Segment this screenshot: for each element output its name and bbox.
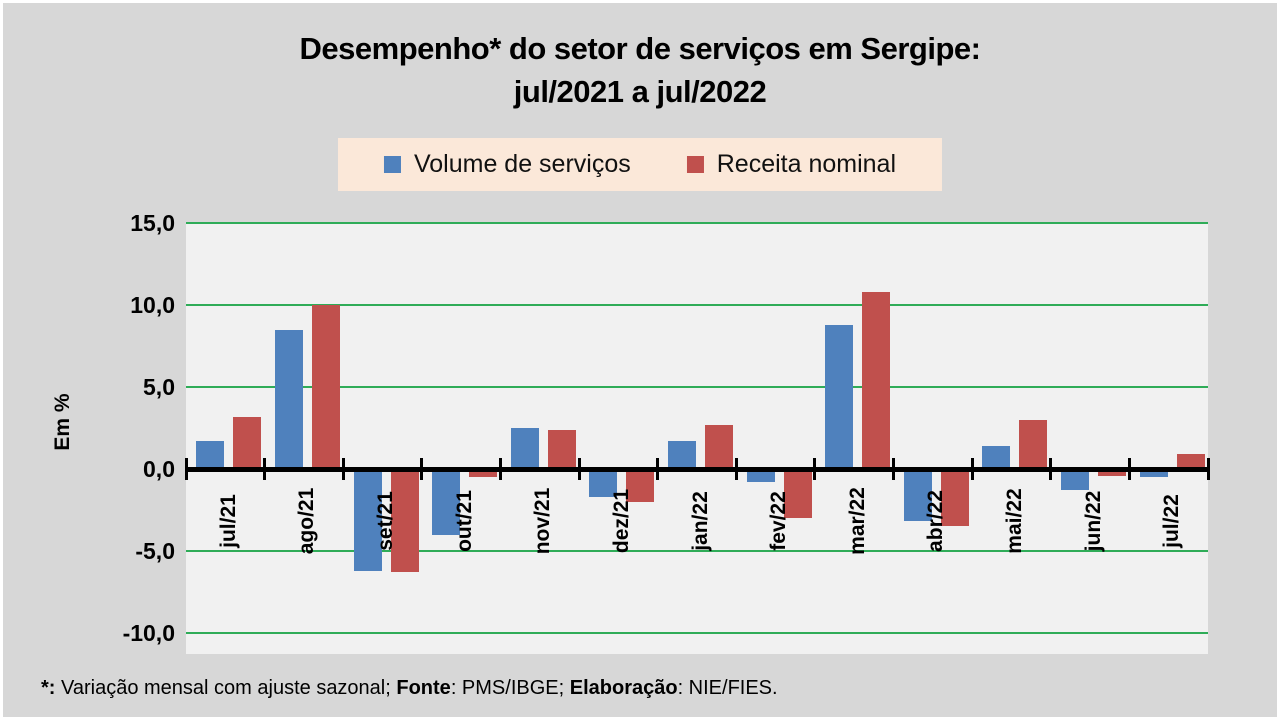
chart-title: Desempenho* do setor de serviços em Serg… xyxy=(3,27,1277,113)
bar-Receita nominal-nov/21 xyxy=(547,429,576,469)
legend-item-receita: Receita nominal xyxy=(686,150,897,179)
gridline-15,0 xyxy=(186,222,1208,224)
y-tick-label-10,0: 10,0 xyxy=(130,292,175,318)
footnote-fonte-label: Fonte xyxy=(396,677,451,699)
bar-Volume de serviços-jul/22 xyxy=(1139,469,1168,478)
legend-label-volume: Volume de serviços xyxy=(413,150,631,178)
x-axis-tick xyxy=(341,458,345,480)
x-axis-tick xyxy=(498,458,502,480)
legend-swatch-red-icon xyxy=(686,156,704,173)
category-label-abr/22: abr/22 xyxy=(924,490,948,552)
y-tick-label-5,0: 5,0 xyxy=(143,374,175,400)
bar-Volume de serviços-fev/22 xyxy=(746,469,775,483)
bar-Receita nominal-jan/22 xyxy=(705,424,733,469)
x-axis-tick xyxy=(420,458,424,480)
category-label-nov/21: nov/21 xyxy=(531,487,555,555)
bar-Receita nominal-out/21 xyxy=(469,469,498,478)
x-axis-tick xyxy=(263,458,267,480)
category-label-dez/21: dez/21 xyxy=(609,488,633,554)
bar-Receita nominal-mar/22 xyxy=(862,291,891,469)
gridline--5,0 xyxy=(186,550,1208,552)
x-axis-tick xyxy=(577,458,581,480)
bar-Receita nominal-abr/22 xyxy=(940,469,969,527)
y-tick-label-15,0: 15,0 xyxy=(130,210,175,236)
gridline-10,0 xyxy=(186,304,1208,306)
x-axis-tick xyxy=(892,458,896,480)
footnote: *: Variação mensal com ajuste sazonal; F… xyxy=(41,677,778,700)
bar-Receita nominal-fev/22 xyxy=(783,469,812,519)
x-axis-tick xyxy=(184,458,188,480)
category-label-mai/22: mai/22 xyxy=(1002,488,1026,554)
bar-Receita nominal-ago/21 xyxy=(311,305,340,469)
legend-label-receita: Receita nominal xyxy=(716,150,897,178)
x-axis-tick xyxy=(1049,458,1053,480)
footnote-text-2: : PMS/IBGE; xyxy=(450,677,570,699)
footnote-text-3: : NIE/FIES. xyxy=(677,677,778,699)
chart-title-line1: Desempenho* do setor de serviços em Serg… xyxy=(299,31,981,66)
footnote-asterisk: *: xyxy=(41,677,56,699)
bar-Volume de serviços-jan/22 xyxy=(668,441,696,469)
bar-Receita nominal-jul/21 xyxy=(233,416,262,469)
bar-Volume de serviços-set/21 xyxy=(353,469,382,571)
bar-Volume de serviços-nov/21 xyxy=(510,428,539,469)
chart-title-line2: jul/2021 a jul/2022 xyxy=(513,74,767,109)
bar-Receita nominal-mai/22 xyxy=(1019,419,1048,469)
bar-Volume de serviços-dez/21 xyxy=(589,469,618,497)
category-label-fev/22: fev/22 xyxy=(767,491,791,551)
category-label-out/21: out/21 xyxy=(452,490,476,552)
x-axis-tick xyxy=(813,458,817,480)
y-tick-label-0,0: 0,0 xyxy=(143,456,175,482)
footnote-elaboracao-label: Elaboração xyxy=(569,677,678,699)
bar-Volume de serviços-mai/22 xyxy=(982,446,1011,469)
x-axis-tick xyxy=(1127,458,1131,480)
plot-area: jul/21 ago/21 set/21 out/21 nov/21 dez/21 jan/… xyxy=(184,222,1210,654)
bar-Receita nominal-set/21 xyxy=(390,469,419,573)
x-axis-line xyxy=(186,467,1208,472)
legend-item-volume: Volume de serviços xyxy=(383,150,631,179)
bar-Receita nominal-jun/22 xyxy=(1098,469,1127,476)
category-label-jun/22: jun/22 xyxy=(1081,490,1105,552)
category-label-jul/22: jul/22 xyxy=(1160,494,1184,548)
category-label-jan/22: jan/22 xyxy=(688,491,712,551)
bar-Volume de serviços-jun/22 xyxy=(1061,469,1090,491)
gridline--10,0 xyxy=(186,632,1208,634)
footnote-text-1: Variação mensal com ajuste sazonal; xyxy=(55,677,397,699)
bar-Volume de serviços-jul/21 xyxy=(196,441,225,469)
bar-Volume de serviços-ago/21 xyxy=(274,329,303,469)
bar-Volume de serviços-out/21 xyxy=(432,469,461,535)
category-label-set/21: set/21 xyxy=(374,491,398,551)
x-axis-tick xyxy=(656,458,660,480)
x-axis-tick xyxy=(734,458,738,480)
y-tick-label--5,0: -5,0 xyxy=(135,538,175,564)
bar-Receita nominal-dez/21 xyxy=(626,469,655,502)
bar-Volume de serviços-mar/22 xyxy=(825,324,854,469)
slide-background: Desempenho* do setor de serviços em Serg… xyxy=(3,3,1277,717)
category-label-jul/21: jul/21 xyxy=(216,494,240,548)
category-label-mar/22: mar/22 xyxy=(845,487,869,555)
y-tick-label--10,0: -10,0 xyxy=(122,620,175,646)
legend-swatch-blue-icon xyxy=(383,156,401,173)
x-axis-tick xyxy=(970,458,974,480)
legend: Volume de serviços Receita nominal xyxy=(337,138,943,191)
bar-Volume de serviços-abr/22 xyxy=(903,469,932,522)
x-axis-tick xyxy=(1206,458,1210,480)
category-label-ago/21: ago/21 xyxy=(295,487,319,555)
gridline-5,0 xyxy=(186,386,1208,388)
bar-Receita nominal-jul/22 xyxy=(1176,454,1205,469)
